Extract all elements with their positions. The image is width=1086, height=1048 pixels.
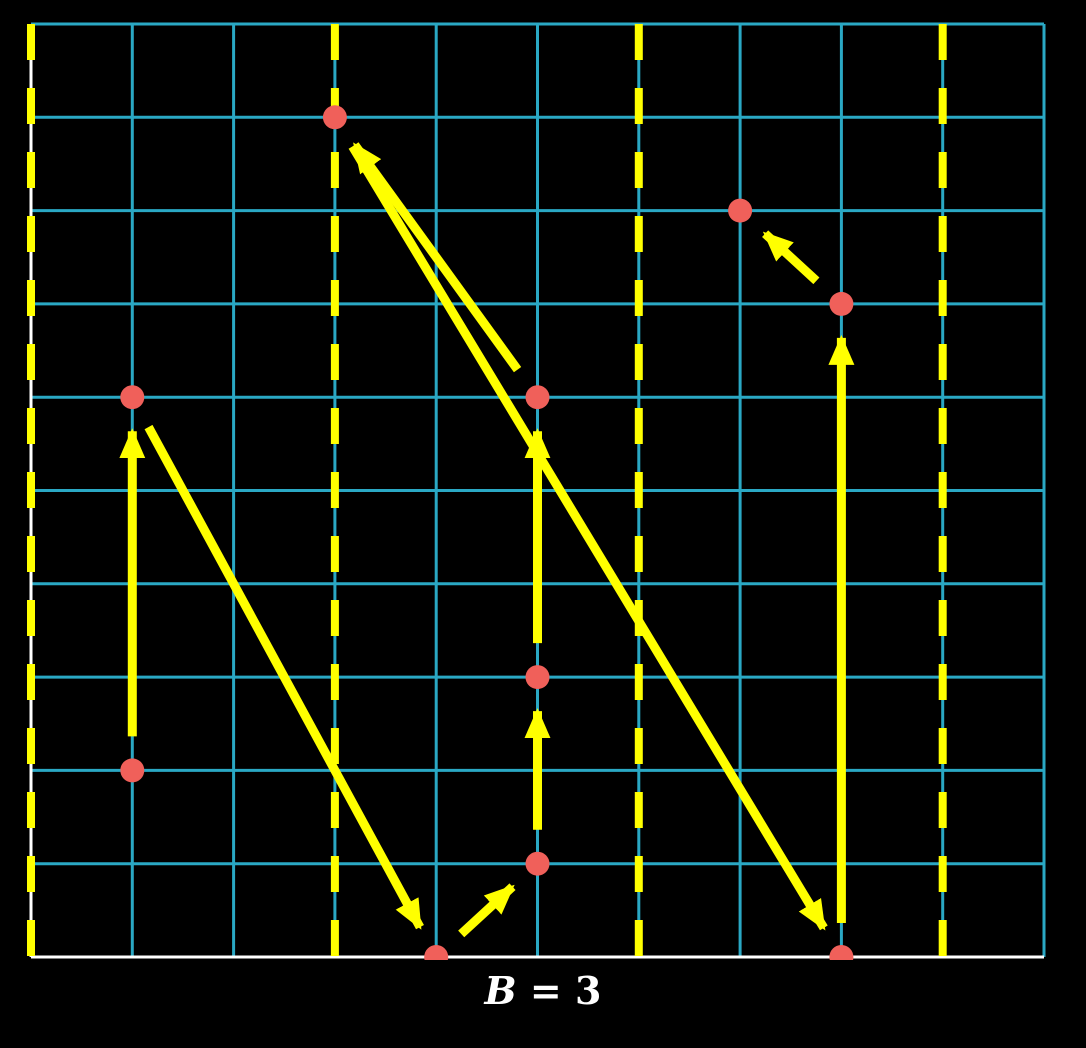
path-arrow	[762, 230, 820, 285]
path-arrow	[348, 144, 828, 931]
grid-diagram	[27, 22, 1046, 960]
block-boundaries	[27, 24, 947, 957]
caption-equals: =	[516, 968, 575, 1013]
arrows	[119, 142, 855, 938]
points	[120, 105, 854, 960]
data-point	[525, 385, 550, 410]
data-point	[424, 945, 449, 960]
path-arrow	[351, 142, 522, 373]
data-point	[322, 105, 347, 130]
path-arrow	[458, 883, 516, 938]
data-point	[829, 291, 854, 316]
path-arrow	[144, 424, 424, 930]
caption-variable: B	[484, 968, 517, 1013]
data-point	[728, 198, 753, 223]
block-size-caption: B = 3	[0, 968, 1086, 1013]
data-point	[829, 945, 854, 960]
data-point	[120, 385, 145, 410]
caption-value: 3	[574, 968, 602, 1013]
data-point	[525, 851, 550, 876]
data-point	[120, 758, 145, 783]
data-point	[525, 665, 550, 690]
